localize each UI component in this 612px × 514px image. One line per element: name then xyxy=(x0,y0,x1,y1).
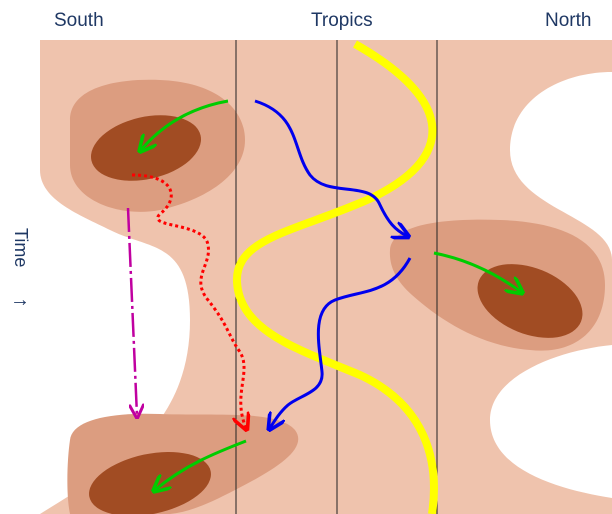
blue-arrow-to-south-late xyxy=(270,257,412,428)
green-arrow-north xyxy=(433,251,521,292)
red-dotted-arrow xyxy=(131,173,246,428)
time-axis-label: Time → xyxy=(6,228,36,328)
label-south: South xyxy=(54,10,104,31)
blue-arrow-to-north xyxy=(254,99,407,236)
time-label: Time xyxy=(11,228,31,268)
green-arrow-south-late xyxy=(155,439,247,490)
contour-core-north xyxy=(477,264,583,338)
tropics-line xyxy=(232,40,438,514)
label-tropics: Tropics xyxy=(311,10,373,31)
right-arrow-icon: → xyxy=(10,289,30,311)
label-north: North xyxy=(545,10,592,31)
green-arrow-south-early xyxy=(141,99,229,150)
